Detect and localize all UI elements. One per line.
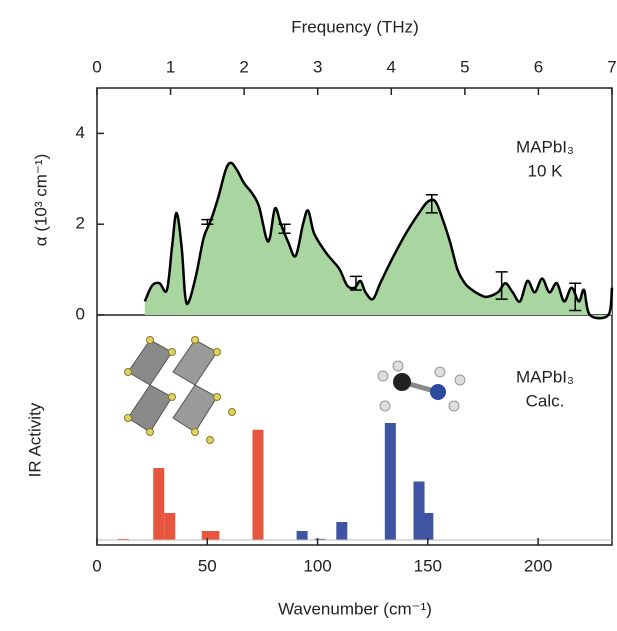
x-tick-label: 2	[239, 57, 248, 76]
top-plot: 0 1 2 3 4 5 6 7 0 2 4 0 50 100 150 200	[76, 57, 617, 575]
x-tick-label: 0	[92, 57, 101, 76]
error-bar	[278, 223, 291, 235]
bottom-x-label: Wavenumber (cm⁻¹)	[278, 599, 432, 618]
y-tick-label: 4	[76, 123, 85, 142]
x-tick-label: 200	[524, 556, 552, 575]
error-bar	[569, 282, 582, 312]
bar	[413, 481, 425, 540]
bar	[422, 513, 434, 540]
error-bar	[425, 193, 438, 214]
x-tick-label: 3	[313, 57, 322, 76]
x-tick-label: 0	[92, 556, 101, 575]
top-x-label: Frequency (THz)	[291, 17, 419, 36]
frame	[96, 87, 613, 546]
annotation: 10 K	[528, 161, 564, 180]
error-bar	[495, 271, 508, 300]
bar	[314, 538, 326, 540]
x-tick-label: 50	[198, 556, 217, 575]
x-tick-label: 4	[387, 57, 396, 76]
x-tick-label: 150	[414, 556, 442, 575]
x-tick-label: 5	[460, 57, 469, 76]
bar	[252, 429, 264, 540]
annotation: MAPbI₃	[516, 367, 574, 386]
x-tick-label: 1	[166, 57, 175, 76]
error-bar	[349, 275, 362, 291]
bar	[208, 531, 220, 540]
bar	[117, 538, 129, 540]
y-tick-label: 0	[76, 304, 85, 323]
perovskite-illustration	[124, 336, 236, 444]
bar	[296, 531, 308, 540]
x-tick-label: 100	[303, 556, 331, 575]
annotation: Calc.	[526, 391, 565, 410]
bar	[336, 522, 348, 540]
bar	[153, 468, 165, 540]
bar	[201, 531, 213, 540]
area	[144, 162, 613, 319]
bar	[164, 513, 176, 540]
molecule-illustration	[377, 360, 466, 412]
top-y-label: α (10³ cm⁻¹)	[31, 154, 50, 246]
annotation: MAPbI₃	[516, 137, 574, 156]
x-tick-label: 6	[534, 57, 543, 76]
y-tick-label: 2	[76, 214, 85, 233]
bottom-y-label: IR Activity	[25, 402, 44, 477]
bar	[384, 423, 396, 540]
x-tick-label: 7	[607, 57, 616, 76]
error-bar	[201, 218, 214, 225]
